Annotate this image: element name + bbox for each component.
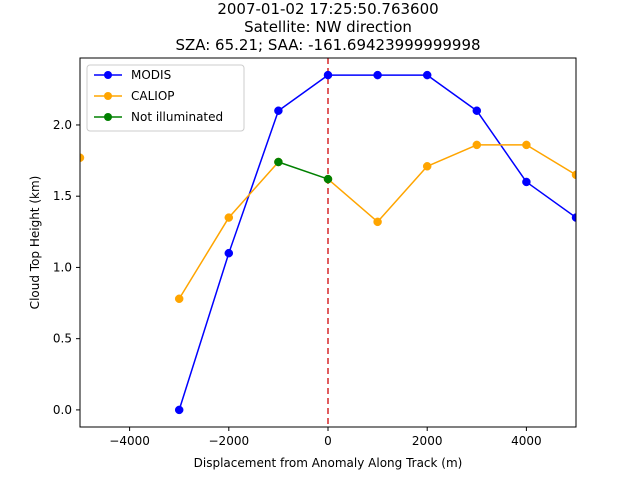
series-line-not-illuminated-0	[278, 161, 329, 180]
data-point-caliop-6	[422, 162, 432, 171]
legend-marker-not-illuminated	[104, 113, 112, 121]
axis-ticks: −4000 −2000 0 2000 4000 0.0 0.5 1.0 1.5 2.0	[53, 118, 542, 448]
data-point-caliop-8	[522, 140, 531, 150]
data-point-caliop-5	[373, 217, 382, 227]
x-tick-label: 0	[324, 434, 332, 448]
data-point-not-illuminated-0	[274, 157, 283, 167]
chart-title-line-2: Satellite: NW direction	[244, 18, 412, 36]
data-point-modis-7	[522, 177, 531, 187]
y-tick-label: 1.5	[53, 189, 72, 203]
y-tick-label: 1.0	[53, 260, 72, 274]
x-tick-label: 2000	[412, 434, 443, 448]
data-point-modis-8	[571, 213, 576, 222]
data-point-modis-5	[422, 70, 432, 80]
data-point-modis-0	[174, 405, 184, 415]
legend-label-caliop: CALIOP	[131, 89, 175, 103]
data-point-modis-3	[323, 70, 333, 80]
series-line-caliop-1	[327, 144, 576, 223]
data-point-caliop-2	[224, 213, 234, 222]
chart-title-line-1: 2007-01-02 17:25:50.763600	[217, 0, 438, 18]
legend-marker-modis	[104, 71, 112, 79]
chart-title-line-3: SZA: 65.21; SAA: -161.69423999999998	[175, 36, 480, 54]
data-point-caliop-1	[174, 294, 184, 304]
plot-data-layer	[80, 58, 576, 427]
x-tick-label: −2000	[209, 434, 250, 448]
data-point-modis-2	[274, 106, 283, 115]
data-point-caliop-0	[80, 153, 85, 162]
legend-label-modis: MODIS	[131, 68, 171, 82]
data-point-not-illuminated-1	[323, 174, 333, 184]
data-point-modis-4	[373, 70, 382, 80]
y-tick-label: 0.0	[53, 403, 72, 417]
legend-marker-caliop	[104, 92, 112, 100]
data-point-modis-6	[472, 106, 482, 115]
y-tick-label: 2.0	[53, 118, 72, 132]
y-axis-label: Cloud Top Height (km)	[28, 176, 42, 310]
legend-box	[86, 64, 245, 132]
data-point-modis-1	[224, 248, 234, 258]
data-point-caliop-9	[571, 170, 576, 180]
legend-label-not-illuminated: Not illuminated	[131, 110, 223, 124]
x-axis-label: Displacement from Anomaly Along Track (m…	[194, 456, 463, 470]
data-point-caliop-7	[472, 140, 482, 150]
x-tick-label: −4000	[109, 434, 150, 448]
x-tick-label: 4000	[511, 434, 542, 448]
legend-entries: MODIS CALIOP Not illuminated	[94, 68, 223, 124]
y-tick-label: 0.5	[53, 332, 72, 346]
legend: MODIS CALIOP Not illuminated	[86, 64, 245, 132]
